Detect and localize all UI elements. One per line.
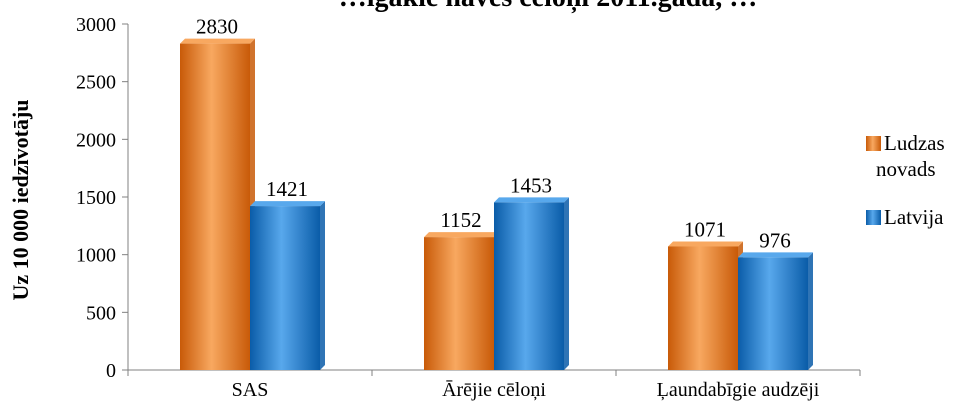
y-tick-label: 2000: [76, 129, 116, 151]
bar: [250, 206, 320, 370]
data-label: 976: [759, 228, 791, 252]
y-tick-label: 0: [106, 360, 116, 382]
bar-top: [424, 232, 499, 238]
bar-top: [250, 201, 325, 207]
data-label: 2830: [196, 15, 238, 39]
bar-side: [564, 197, 569, 370]
legend-swatch: [866, 136, 881, 151]
y-axis-label: Uz 10 000 iedzīvotāju: [8, 99, 33, 300]
chart-title: …īgākie nāves cēloņi 2011.gadā, …: [339, 0, 757, 14]
category-label: Ļaundabīgie audzēji: [657, 379, 820, 401]
y-tick-label: 1000: [76, 245, 116, 267]
bar: [424, 237, 494, 370]
bar-top: [738, 252, 813, 258]
bar-side: [808, 252, 813, 370]
data-label: 1453: [510, 173, 552, 197]
y-tick-label: 3000: [76, 14, 116, 36]
y-tick-label: 2500: [76, 72, 116, 94]
y-tick-label: 1500: [76, 187, 116, 209]
data-label: 1152: [440, 208, 481, 232]
legend-label: Latvija: [884, 205, 944, 229]
bar: [738, 257, 808, 370]
legend-label: Ludzas novads: [876, 131, 945, 181]
data-label: 1071: [684, 217, 726, 241]
y-axis-ticks: 0 500 1000 1500 2000 2500 3000: [76, 14, 128, 382]
bar-top: [668, 241, 743, 247]
bar: [494, 202, 564, 370]
bar-top: [494, 197, 569, 203]
bar: [668, 246, 738, 370]
category-label: Ārējie cēloņi: [442, 379, 546, 401]
data-label: 1421: [266, 177, 308, 201]
bar-side: [320, 201, 325, 370]
legend-swatch: [866, 210, 881, 225]
category-labels: SAS Ārējie cēloņi Ļaundabīgie audzēji: [127, 370, 861, 401]
legend: Ludzas novads Latvija: [866, 131, 945, 229]
y-tick-label: 500: [86, 302, 116, 324]
bars: [180, 38, 813, 371]
category-label: SAS: [232, 379, 269, 401]
bar: [180, 43, 250, 371]
bar-top: [180, 38, 255, 44]
data-labels: 2830 1421 1152 1453 1071 976: [196, 15, 791, 253]
